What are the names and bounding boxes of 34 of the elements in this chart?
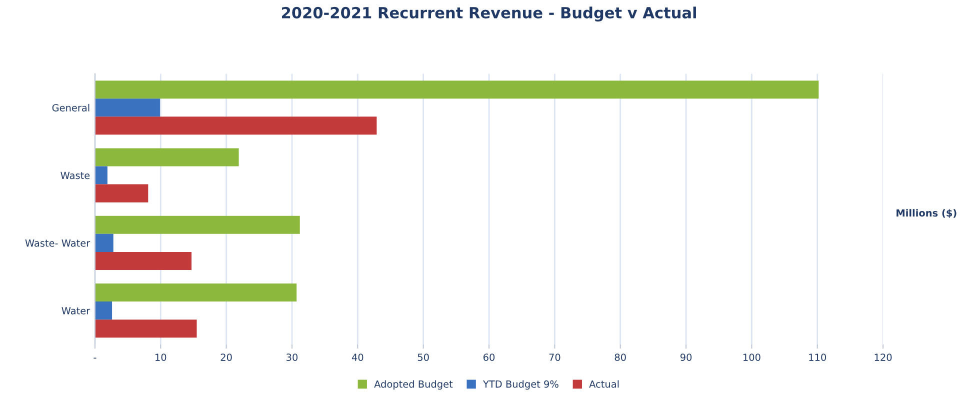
- bar: [94, 302, 112, 320]
- x-tick-label: -: [94, 358, 96, 359]
- y-tick-label: Water: [62, 307, 90, 314]
- bar: [94, 284, 297, 302]
- legend-label: Adopted Budget: [374, 380, 453, 390]
- x-tick-label: 100: [744, 354, 760, 361]
- x-tick-label: 40: [352, 354, 364, 361]
- bar: [94, 234, 114, 252]
- bar: [94, 148, 239, 166]
- y-tick-label: General: [52, 104, 90, 112]
- legend-label: YTD Budget 9%: [482, 380, 558, 390]
- bar: [94, 184, 148, 202]
- bar: [94, 116, 377, 135]
- bar: [94, 98, 160, 117]
- x-tick-label: 50: [418, 354, 429, 361]
- x-tick-label: 80: [614, 354, 626, 361]
- x-tick-label: 90: [680, 354, 692, 361]
- x-tick-label: 30: [286, 354, 298, 361]
- x-tick-label: 20: [220, 354, 232, 361]
- bar: [94, 320, 197, 338]
- bar: [94, 166, 108, 184]
- x-tick-label: 120: [874, 354, 892, 361]
- x-tick-label: 70: [549, 354, 560, 361]
- bar: [94, 216, 300, 234]
- y-tick-label: Waste- Water: [25, 240, 90, 247]
- legend-label: Actual: [589, 380, 619, 388]
- x-axis-title: Millions ($): [896, 209, 956, 218]
- chart-title: 2020-2021 Recurrent Revenue - Budget v Actual: [282, 6, 696, 22]
- bar: [94, 80, 819, 99]
- x-tick-label: 60: [484, 354, 495, 361]
- y-tick-label: Waste: [60, 172, 90, 180]
- x-tick-label: 10: [156, 354, 166, 361]
- x-tick-label: 110: [809, 354, 826, 361]
- bar: [94, 252, 192, 270]
